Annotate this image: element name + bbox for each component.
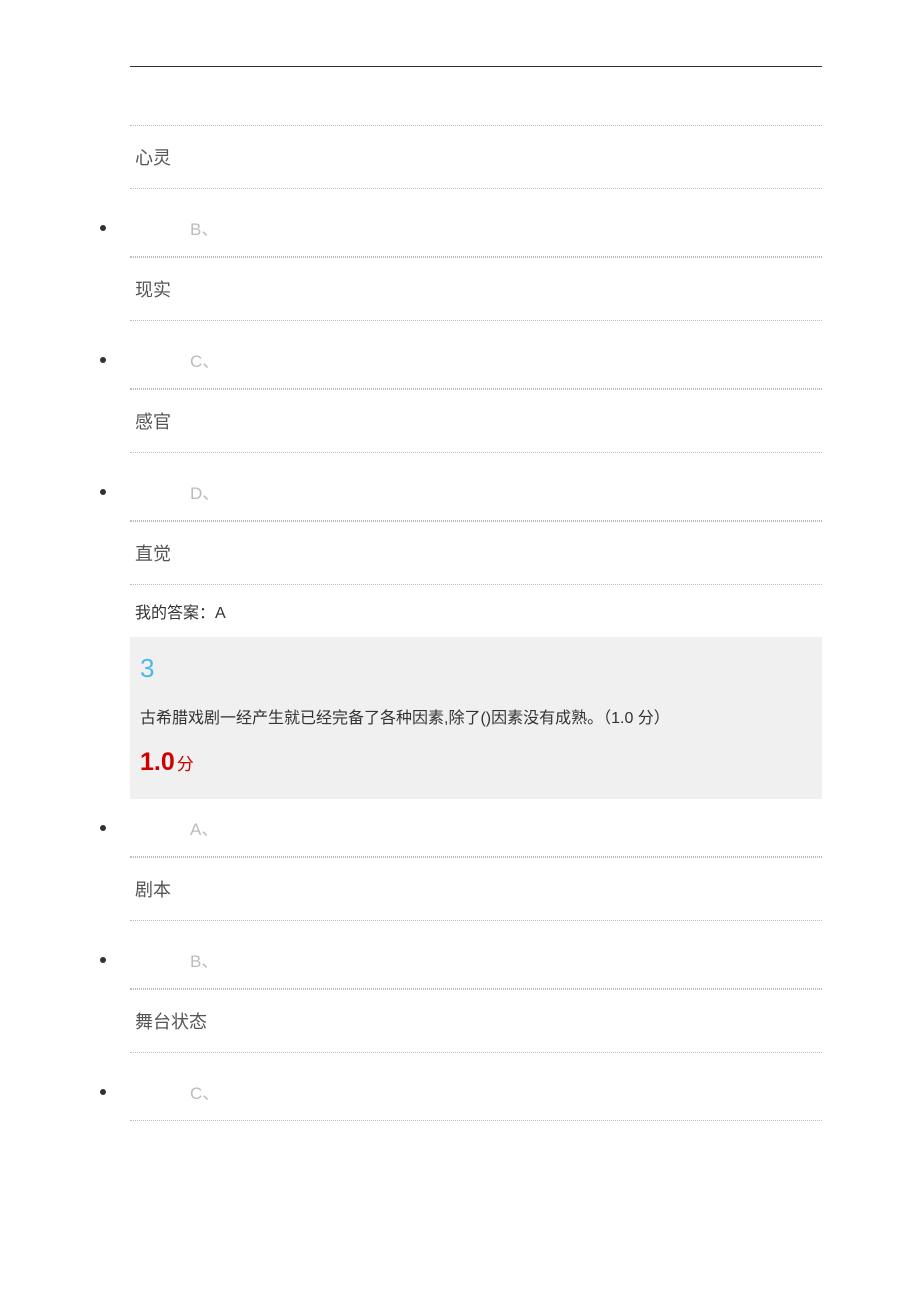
q3-option-text-a: 剧本 [130, 857, 822, 921]
option-row-b[interactable]: B、 [130, 199, 822, 257]
score-number: 1.0 [140, 748, 175, 776]
q3-option-row-b[interactable]: B、 [130, 931, 822, 989]
q3-option-letter-a: A、 [190, 820, 218, 839]
score-row: 1.0分 [135, 748, 817, 777]
option-row-d[interactable]: D、 [130, 463, 822, 521]
option-text-b: 现实 [130, 257, 822, 321]
option-letter-b: B、 [190, 220, 218, 239]
option-text-d: 直觉 [130, 521, 822, 585]
q3-option-row-c[interactable]: C、 [130, 1063, 822, 1121]
option-row-c[interactable]: C、 [130, 331, 822, 389]
q3-option-letter-c: C、 [190, 1084, 219, 1103]
question-text: 古希腊戏剧一经产生就已经完备了各种因素,除了()因素没有成熟。（1.0 分） [135, 704, 817, 728]
score-unit: 分 [177, 755, 194, 774]
header-divider [130, 66, 822, 67]
q3-option-row-a[interactable]: A、 [130, 799, 822, 857]
q3-option-letter-b: B、 [190, 952, 218, 971]
option-letter-c: C、 [190, 352, 219, 371]
option-text-a: 心灵 [130, 125, 822, 189]
page-container: 心灵 B、 现实 C、 感官 D、 直觉 我的答案：A 3 古希腊戏剧一经产生就… [0, 66, 920, 1121]
q3-option-text-b: 舞台状态 [130, 989, 822, 1053]
my-answer: 我的答案：A [130, 585, 822, 637]
question-3-block: 3 古希腊戏剧一经产生就已经完备了各种因素,除了()因素没有成熟。（1.0 分）… [130, 637, 822, 799]
option-text-c: 感官 [130, 389, 822, 453]
option-letter-d: D、 [190, 484, 219, 503]
question-number: 3 [135, 653, 817, 684]
